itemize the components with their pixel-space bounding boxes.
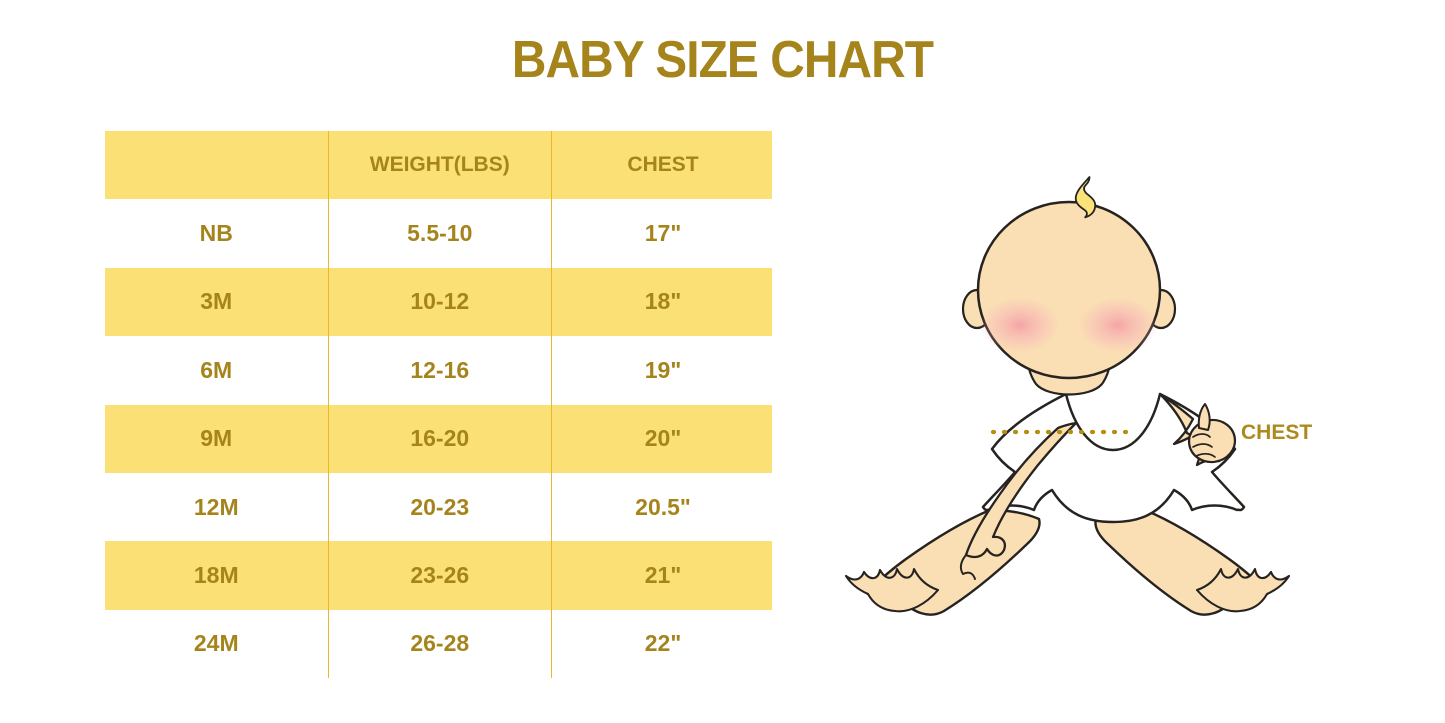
svg-text:CHEST: CHEST	[1241, 421, 1312, 444]
